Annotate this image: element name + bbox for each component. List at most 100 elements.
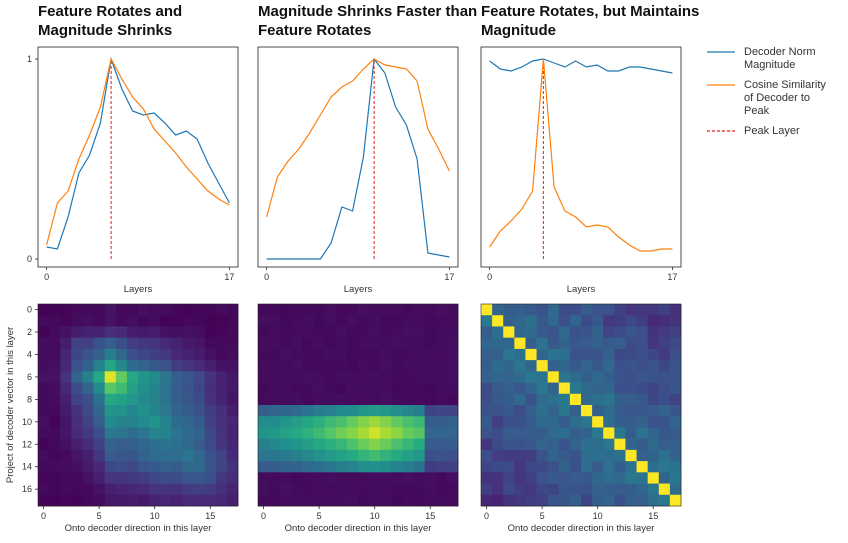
heatmap-cell [481,438,493,451]
heatmap-cell [658,360,671,372]
heatmap-cell [413,472,426,484]
x-tick-label: 5 [540,511,545,521]
heatmap-cell [424,393,437,406]
heatmap-cell [258,337,270,350]
heatmap-cell [226,304,239,316]
heatmap-cell [581,315,593,327]
heatmap-cell [93,483,106,496]
heatmap-cell [547,449,560,462]
heatmap-cell [402,483,414,496]
heatmap-cell [71,461,83,473]
heatmap-cell [93,472,106,484]
heatmap-cell [49,382,61,395]
heatmap-cell [49,416,61,428]
heatmap-cell [324,326,337,339]
heatmap-cell [171,393,183,406]
heatmap-cell [525,483,537,496]
heatmap-cell [302,337,314,350]
heatmap-cell [302,393,314,406]
heatmap-cell [525,326,537,339]
heatmap-cell [71,393,83,406]
heatmap-cell [104,393,117,406]
heatmap-cell [215,326,228,339]
heatmap-cell [446,382,459,395]
heatmap-cell [182,326,194,339]
heatmap-cell [391,326,403,339]
heatmap-cell [324,382,337,395]
heatmap-cell [60,405,72,417]
heatmap-cell [335,371,348,383]
heatmap-cell [492,371,504,383]
heatmap-cell [581,405,593,417]
heatmap-cell [625,382,637,395]
heatmap-cell [49,315,61,327]
heatmap-cell [424,326,437,339]
heatmap-cell [115,472,128,484]
x-axis-label: Onto decoder direction in this layer [508,523,655,534]
heatmap-cell [138,348,150,361]
heatmap-cell [536,461,549,473]
heatmap-cell [149,416,161,428]
heatmap-cell [302,405,314,417]
heatmap-cell [49,427,61,440]
heatmap-cell [160,371,172,383]
heatmap-cell [603,427,615,440]
heatmap-cell [492,348,504,361]
heatmap-cell [503,371,515,383]
heatmap-cell [503,494,515,507]
legend-label: Peak [744,105,770,117]
heatmap-cell [614,348,626,361]
heatmap-cell [525,461,537,473]
heatmap-cell [335,483,348,496]
heatmap-cell [193,304,206,316]
heatmap-cell [126,348,139,361]
heatmap-cell [193,393,206,406]
heatmap-cell [149,360,161,372]
heatmap-cell [647,382,660,395]
heatmap-cell [669,337,682,350]
heatmap-cell [413,449,426,462]
heatmap-cell [126,371,139,383]
heatmap-cell [193,315,206,327]
heatmap-cell [614,483,626,496]
heatmap-cell [391,348,403,361]
heatmap-cell [324,427,337,440]
heatmap-cell [160,382,172,395]
heatmap-cell [313,494,326,507]
legend-label: of Decoder to [744,92,810,104]
heatmap-cell [226,494,239,507]
heatmap-cell [481,494,493,507]
cosine-similarity-line [46,57,230,246]
heatmap-cell [536,472,549,484]
heatmap-cell [547,472,560,484]
heatmap-cell [514,326,526,339]
heatmap-cell [204,315,217,327]
x-tick-label: 10 [150,511,160,521]
heatmap-cell [302,483,314,496]
heatmap-cell [636,405,649,417]
legend-label: Decoder Norm [744,46,816,58]
heatmap-cell [503,449,515,462]
heatmap-cell [569,461,582,473]
heatmap-cell [93,304,106,316]
heatmap-cell [138,360,150,372]
heatmap-cell [547,337,560,350]
heatmap-cell [280,483,292,496]
heatmap-cell [104,348,117,361]
heatmap-cell [547,427,560,440]
heatmap-cell [324,360,337,372]
heatmap-cell [625,472,637,484]
heatmap-cell [614,427,626,440]
heatmap-cell [603,348,615,361]
heatmap-cell [149,483,161,496]
heatmap-cell [226,326,239,339]
heatmap-cell [380,393,392,406]
decoder-norm-line [489,58,673,74]
heatmap-cell [193,427,206,440]
heatmap-cell [391,393,403,406]
heatmap-cell [93,416,106,428]
heatmap-cell [503,461,515,473]
heatmap-cell [435,449,448,462]
